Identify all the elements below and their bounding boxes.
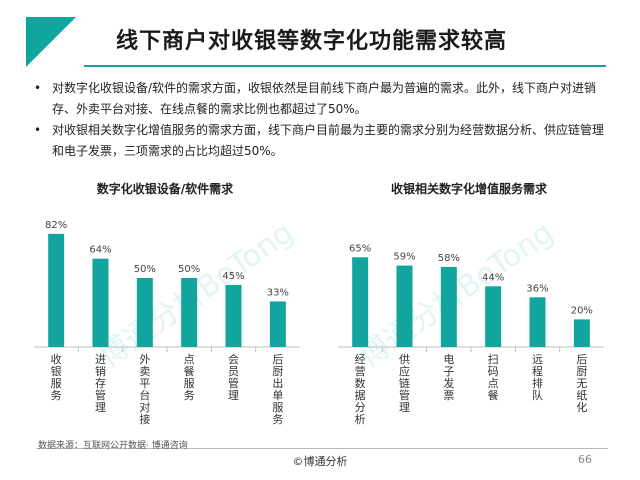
footer-brand: ©博通分析 <box>292 455 348 468</box>
bar-value-label: 33% <box>267 287 289 298</box>
bullet-item: • 对数字化收银设备/软件的需求方面，收银依然是目前线下商户最为普遍的需求。此外… <box>34 78 608 120</box>
title-bar: 线下商户对收银等数字化功能需求较高 <box>26 17 606 67</box>
bottom-divider <box>36 448 608 449</box>
chart-right-svg: 65% 经营数据分析 59% 供应链管理 58% 电子发票 44% 扫码点餐 36% 远程排队 20… <box>338 243 604 426</box>
category-label: 后厨无纸化 <box>576 353 587 414</box>
page-title: 线下商户对收银等数字化功能需求较高 <box>116 29 508 54</box>
category-label: 电子发票 <box>443 353 454 402</box>
bar-value-label: 20% <box>571 305 593 316</box>
category-label: 点餐服务 <box>184 353 195 402</box>
bar <box>269 301 286 347</box>
bar-value-label: 44% <box>482 272 504 283</box>
bar <box>396 265 413 347</box>
bar-value-label: 58% <box>438 253 460 264</box>
source-note: 数据来源：互联网公开数据· 博通咨询 <box>38 441 188 451</box>
title-accent-shape <box>26 17 76 67</box>
bar <box>92 258 109 347</box>
bar <box>485 286 502 347</box>
bar-value-label: 36% <box>526 283 548 294</box>
bar-value-label: 45% <box>222 271 244 282</box>
category-label: 供应链管理 <box>399 352 410 414</box>
category-label: 会员管理 <box>228 353 239 402</box>
bar-value-label: 64% <box>89 245 111 256</box>
bar <box>136 278 153 347</box>
chart-title: 数字化收银设备/软件需求 <box>96 182 234 196</box>
bullet-list: • 对数字化收银设备/软件的需求方面，收银依然是目前线下商户最为普遍的需求。此外… <box>34 78 608 162</box>
category-label: 后厨出单服务 <box>272 353 283 426</box>
bullet-item: • 对收银相关数字化增值服务的需求方面，线下商户目前最为主要的需求分别为经营数据… <box>34 120 608 162</box>
bar-value-label: 50% <box>134 264 156 275</box>
bar-value-label: 65% <box>349 243 371 254</box>
bullet-dot: • <box>34 81 42 95</box>
bar <box>352 257 369 347</box>
page-number: 66 <box>578 453 592 466</box>
bar-value-label: 50% <box>178 264 200 275</box>
bar-value-label: 82% <box>45 220 67 231</box>
bar <box>181 278 198 347</box>
bullet-text: 对收银相关数字化增值服务的需求方面，线下商户目前最为主要的需求分别为经营数据分析… <box>52 123 605 158</box>
chart-title: 收银相关数字化增值服务需求 <box>390 182 547 196</box>
category-label: 收银服务 <box>51 352 62 402</box>
bar <box>573 319 590 347</box>
bullet-dot: • <box>34 123 42 137</box>
category-label: 外卖平台对接 <box>139 353 150 426</box>
chart-left: 数字化收银设备/软件需求 82% 收银服务 64% 进销存管理 50% 外卖平台对接 50%… <box>20 180 310 430</box>
bar <box>48 233 65 347</box>
bar <box>440 266 457 347</box>
category-label: 经营数据分析 <box>355 353 366 426</box>
category-label: 进销存管理 <box>95 353 106 414</box>
title-underline <box>84 65 606 67</box>
bar <box>529 297 546 347</box>
category-label: 扫码点餐 <box>488 353 499 402</box>
bar-value-label: 59% <box>393 252 415 263</box>
bar <box>225 284 242 347</box>
chart-right: 收银相关数字化增值服务需求 65% 经营数据分析 59% 供应链管理 58% 电子发票 44… <box>324 180 614 430</box>
chart-left-svg: 82% 收银服务 64% 进销存管理 50% 外卖平台对接 50% 点餐服务 45% 会员管理 33… <box>34 220 300 426</box>
bullet-text: 对数字化收银设备/软件的需求方面，收银依然是目前线下商户最为普遍的需求。此外，线… <box>52 81 597 116</box>
category-label: 远程排队 <box>532 353 543 402</box>
